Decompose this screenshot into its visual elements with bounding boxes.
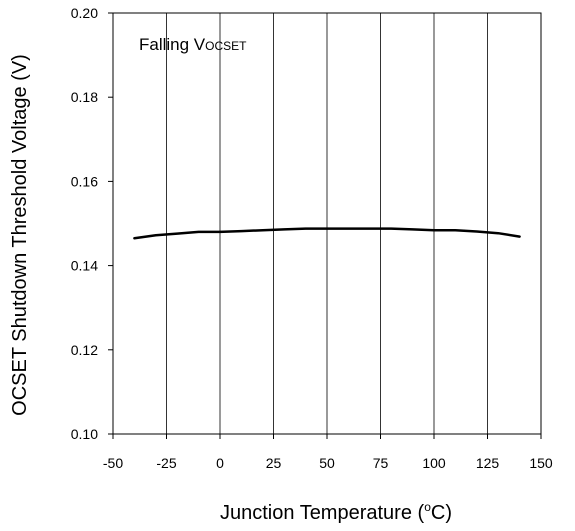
x-tick-label: 50: [319, 455, 335, 471]
y-tick-label: 0.12: [71, 342, 98, 358]
x-tick-label: 125: [476, 455, 500, 471]
y-tick-label: 0.14: [71, 258, 98, 274]
y-tick-label: 0.20: [71, 5, 98, 21]
annotation-falling-vocset: Falling VOCSET: [139, 35, 247, 54]
grid: [166, 13, 488, 434]
x-tick-label: 0: [216, 455, 224, 471]
y-tick-label: 0.18: [71, 89, 98, 105]
x-tick-label: 25: [266, 455, 282, 471]
x-tick-label: 100: [422, 455, 446, 471]
x-tick-label: -25: [156, 455, 176, 471]
annotation-main: Falling V: [139, 35, 206, 54]
series-line: [133, 227, 521, 240]
y-axis-title: OCSET Shutdown Threshold Voltage (V): [9, 54, 31, 416]
annotation-subscript: OCSET: [205, 39, 247, 53]
y-tick-label: 0.10: [71, 426, 98, 442]
x-tick-label: 150: [529, 455, 553, 471]
y-tick-label: 0.16: [71, 173, 98, 189]
x-axis-title-end: C): [431, 502, 452, 524]
series-layer: [133, 227, 521, 240]
x-axis-title-main: Junction Temperature (: [220, 502, 425, 524]
x-tick-label: 75: [373, 455, 389, 471]
x-axis-title-superscript: o: [424, 500, 431, 514]
axis-ticks: -50 -25 0 25 50 75 100 125 150 0.10 0.12 0.14 0.16 0.…: [71, 5, 553, 471]
x-tick-label: -50: [103, 455, 123, 471]
x-axis-title: Junction Temperature (oC): [220, 500, 452, 524]
